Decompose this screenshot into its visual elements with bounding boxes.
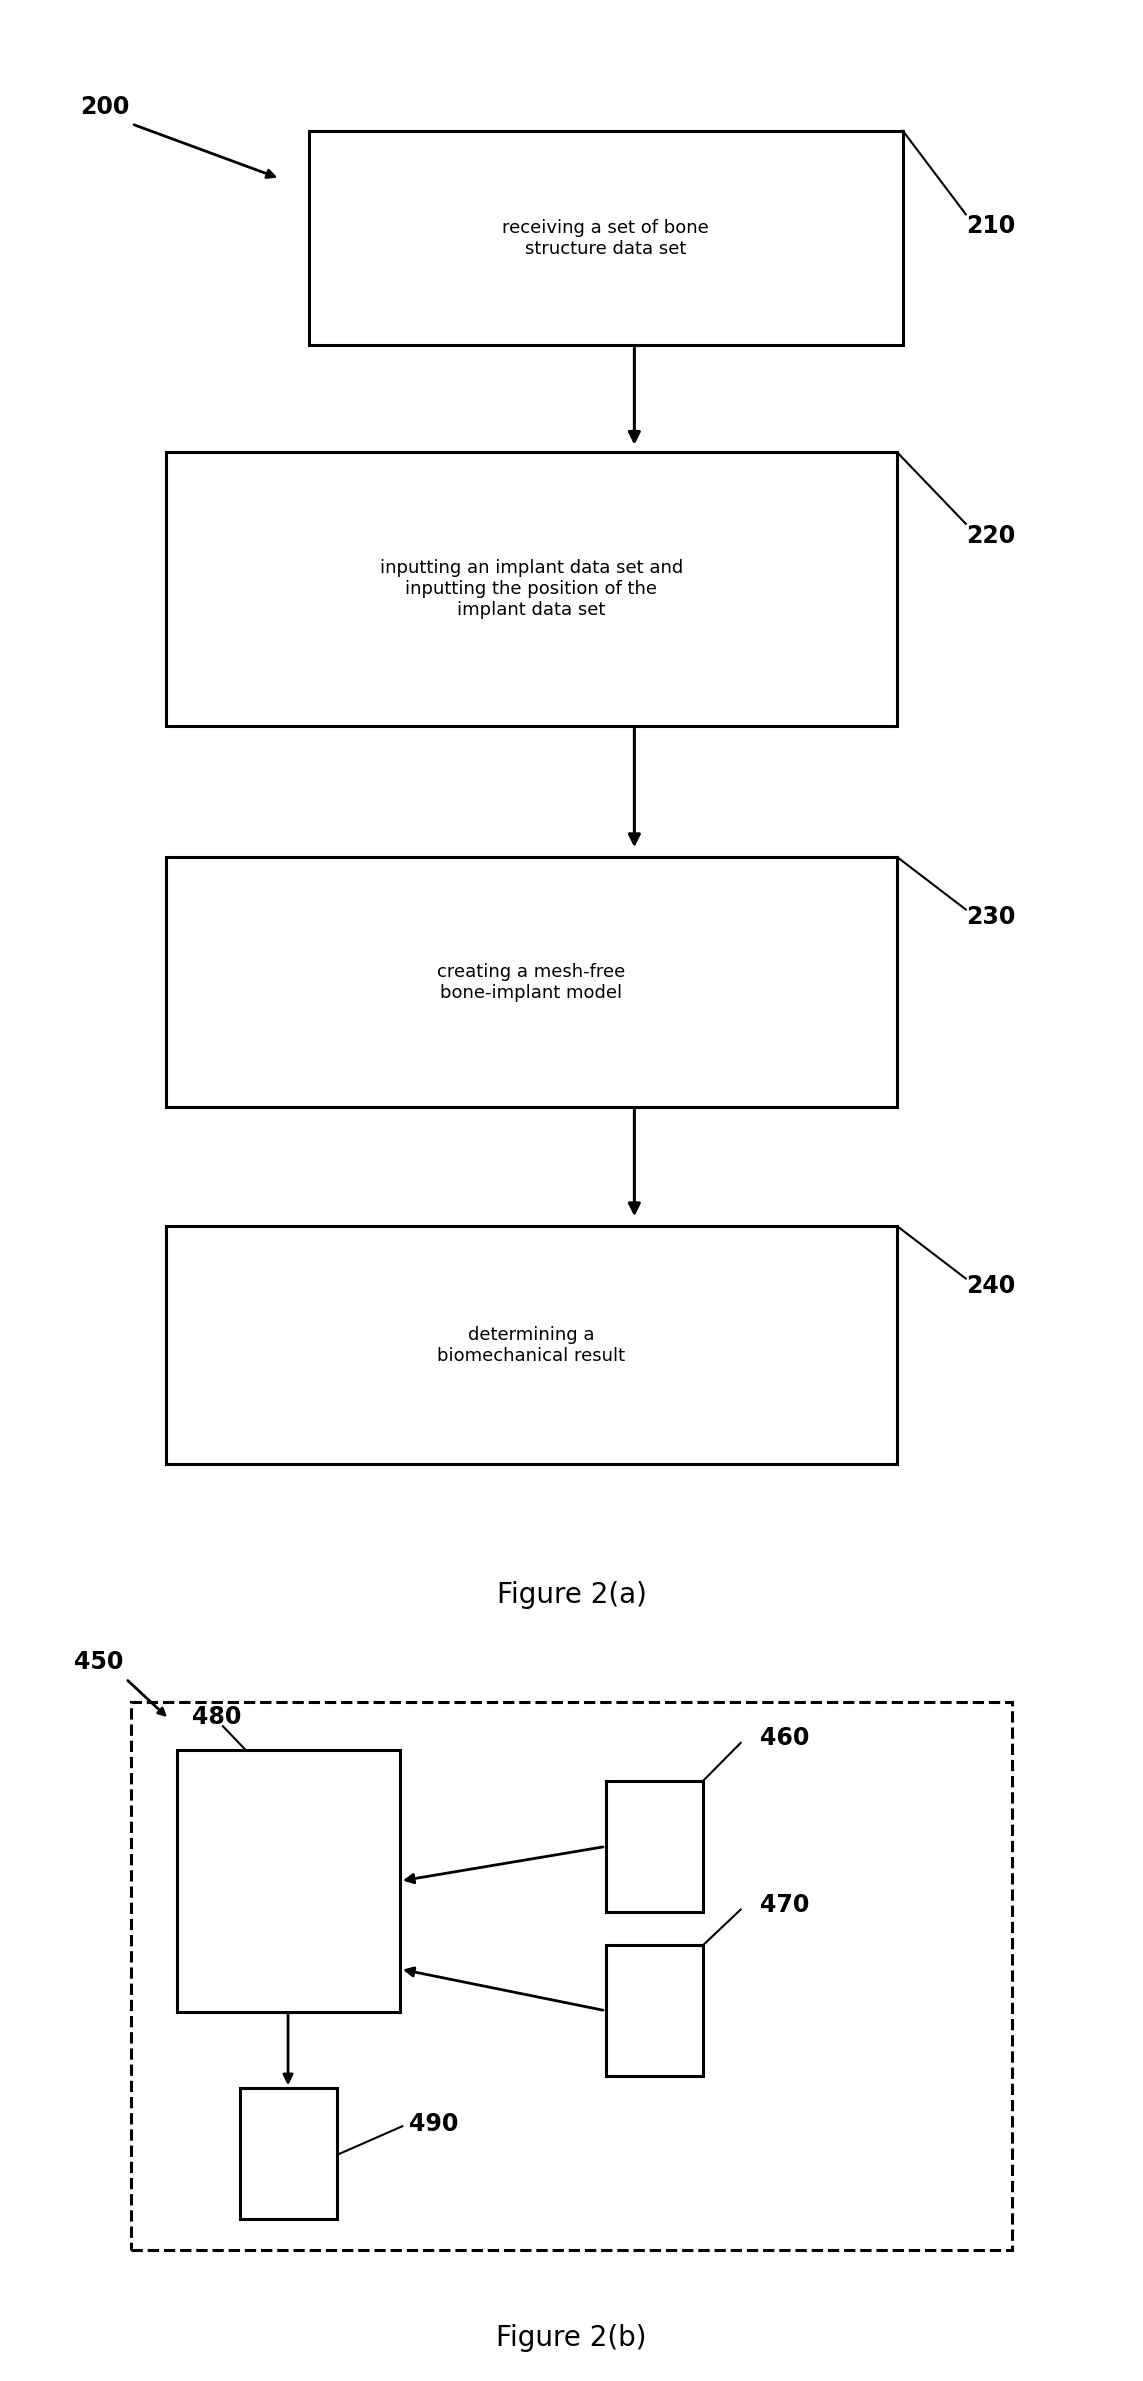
Bar bbox=[166, 857, 897, 1107]
Text: determining a
biomechanical result: determining a biomechanical result bbox=[438, 1326, 625, 1364]
Text: Figure 2(a): Figure 2(a) bbox=[496, 1581, 647, 1610]
Bar bbox=[166, 452, 897, 726]
Bar bbox=[606, 1781, 703, 1912]
Bar bbox=[606, 1945, 703, 2076]
Text: Figure 2(b): Figure 2(b) bbox=[496, 2324, 647, 2352]
Text: 220: 220 bbox=[966, 524, 1015, 548]
Text: 230: 230 bbox=[966, 905, 1015, 929]
Text: 490: 490 bbox=[409, 2112, 458, 2136]
Text: 450: 450 bbox=[74, 1650, 123, 1674]
Text: receiving a set of bone
structure data set: receiving a set of bone structure data s… bbox=[503, 219, 709, 257]
Text: 200: 200 bbox=[80, 95, 129, 119]
Bar bbox=[240, 2088, 337, 2219]
Text: 460: 460 bbox=[760, 1726, 809, 1750]
Bar bbox=[309, 131, 903, 345]
Bar bbox=[177, 1750, 400, 2012]
Bar bbox=[131, 1702, 1012, 2250]
Bar bbox=[166, 1226, 897, 1464]
Text: 480: 480 bbox=[192, 1705, 241, 1729]
Text: 210: 210 bbox=[966, 214, 1015, 238]
Text: 470: 470 bbox=[760, 1893, 809, 1917]
Text: creating a mesh-free
bone-implant model: creating a mesh-free bone-implant model bbox=[438, 962, 625, 1002]
Text: 240: 240 bbox=[966, 1274, 1015, 1298]
Text: inputting an implant data set and
inputting the position of the
implant data set: inputting an implant data set and inputt… bbox=[379, 560, 684, 619]
